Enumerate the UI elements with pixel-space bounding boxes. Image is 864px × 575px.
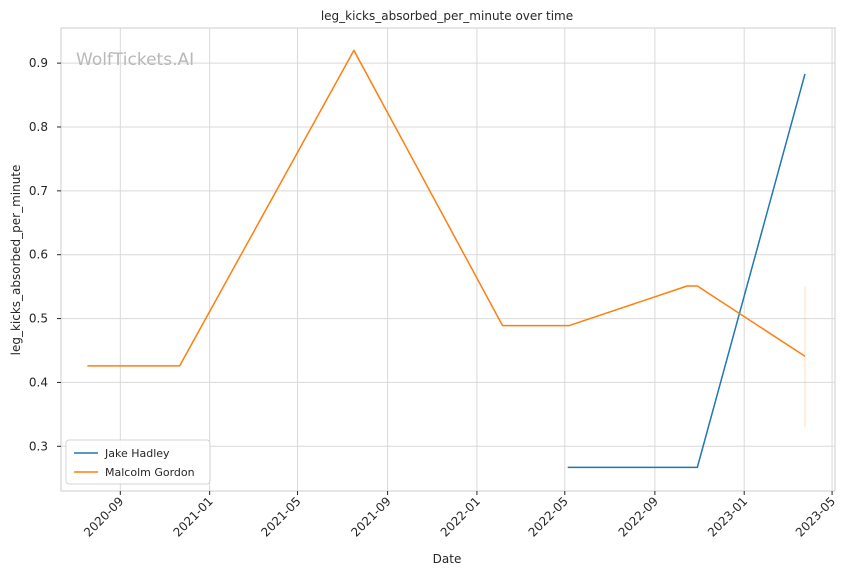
legend-label-malcolm-gordon: Malcolm Gordon [105,466,195,479]
plot-area: WolfTickets.AI [60,27,836,492]
y-tick-label: 0.8 [29,120,48,134]
y-axis-title: leg_kicks_absorbed_per_minute [9,165,23,356]
y-tick-label: 0.4 [29,375,48,389]
series-line-jake-hadley [567,73,806,469]
series-lines [87,49,806,469]
watermark: WolfTickets.AI [76,50,194,70]
plot-background [60,27,836,492]
x-tick-label: 2022-05 [526,494,571,539]
x-tick-label: 2023-05 [793,494,838,539]
y-tick-label: 0.6 [29,248,48,262]
y-tick-label: 0.7 [29,184,48,198]
legend: Jake Hadley Malcolm Gordon [65,439,211,485]
x-tick-label: 2022-09 [616,494,661,539]
legend-label-jake-hadley: Jake Hadley [104,447,170,460]
x-tick-label: 2021-01 [170,494,215,539]
x-axis-ticks: 2020-09 2021-01 2021-05 2021-09 2022-01 2022-… [81,491,838,540]
x-tick-label: 2023-01 [705,494,750,539]
x-tick-label: 2021-05 [258,494,303,539]
x-tick-label: 2021-09 [348,494,393,539]
chart-title: leg_kicks_absorbed_per_minute over time [321,9,573,23]
y-tick-label: 0.3 [29,439,48,453]
y-axis-ticks: 0.3 0.4 0.5 0.6 0.7 0.8 0.9 [29,56,61,453]
legend-box [65,439,211,485]
y-tick-label: 0.5 [29,312,48,326]
grid [61,28,835,491]
x-tick-label: 2020-09 [81,494,126,539]
y-tick-label: 0.9 [29,56,48,70]
x-tick-label: 2022-01 [438,494,483,539]
x-axis-title: Date [433,552,462,566]
series-line-malcolm-gordon [87,49,806,367]
